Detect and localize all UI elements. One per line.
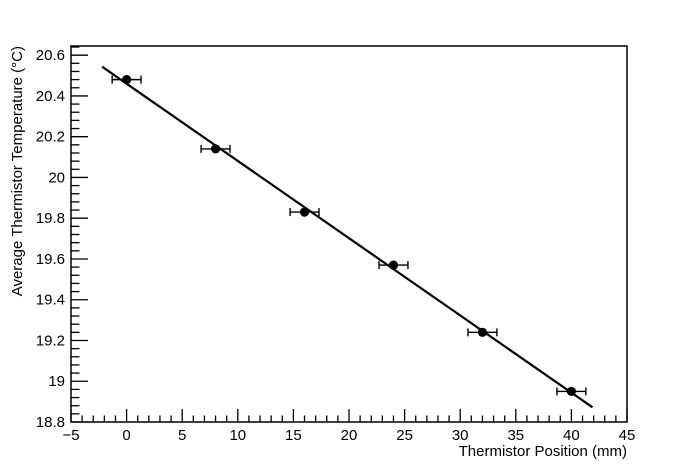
data-point-marker bbox=[566, 386, 577, 397]
x-tick-label: 25 bbox=[396, 427, 413, 444]
data-series bbox=[111, 75, 587, 397]
data-point-marker bbox=[388, 260, 399, 270]
x-tick-label: 0 bbox=[122, 427, 130, 444]
y-tick-label: 19.2 bbox=[36, 332, 65, 349]
x-tick-label: 30 bbox=[452, 427, 469, 444]
fit-line bbox=[101, 65, 594, 409]
plot-area: −5 0 5 10 15 20 25 30 35 40 45 18.8 19 19.2 19.4 19.6 19… bbox=[36, 45, 636, 444]
x-tick-label: 10 bbox=[229, 427, 246, 444]
x-tick-label: −5 bbox=[62, 427, 79, 444]
y-tick-label: 18.8 bbox=[36, 414, 65, 431]
data-point-marker bbox=[299, 207, 310, 217]
data-point-marker bbox=[210, 144, 221, 154]
x-tick-label: 35 bbox=[507, 427, 524, 444]
y-axis-title: Average Thermistor Temperature (°C) bbox=[9, 46, 26, 296]
x-tick-label: 20 bbox=[341, 427, 358, 444]
x-tick-label: 5 bbox=[178, 427, 186, 444]
x-axis-title: Thermistor Position (mm) bbox=[459, 443, 627, 460]
y-tick-label: 20 bbox=[48, 169, 65, 186]
y-tick-label: 19.4 bbox=[36, 292, 65, 309]
y-tick-label: 19.8 bbox=[36, 210, 65, 227]
y-tick-label: 20.6 bbox=[36, 47, 65, 64]
x-tick-label: 45 bbox=[619, 427, 636, 444]
x-tick-label: 40 bbox=[563, 427, 580, 444]
x-tick-label: 15 bbox=[285, 427, 302, 444]
y-tick-label: 19.6 bbox=[36, 251, 65, 268]
data-point-marker bbox=[122, 75, 132, 85]
y-tick-label: 20.2 bbox=[36, 129, 65, 146]
y-tick-label: 20.4 bbox=[36, 88, 65, 105]
y-tick-label: 19 bbox=[48, 373, 65, 390]
data-point-marker bbox=[477, 327, 488, 337]
